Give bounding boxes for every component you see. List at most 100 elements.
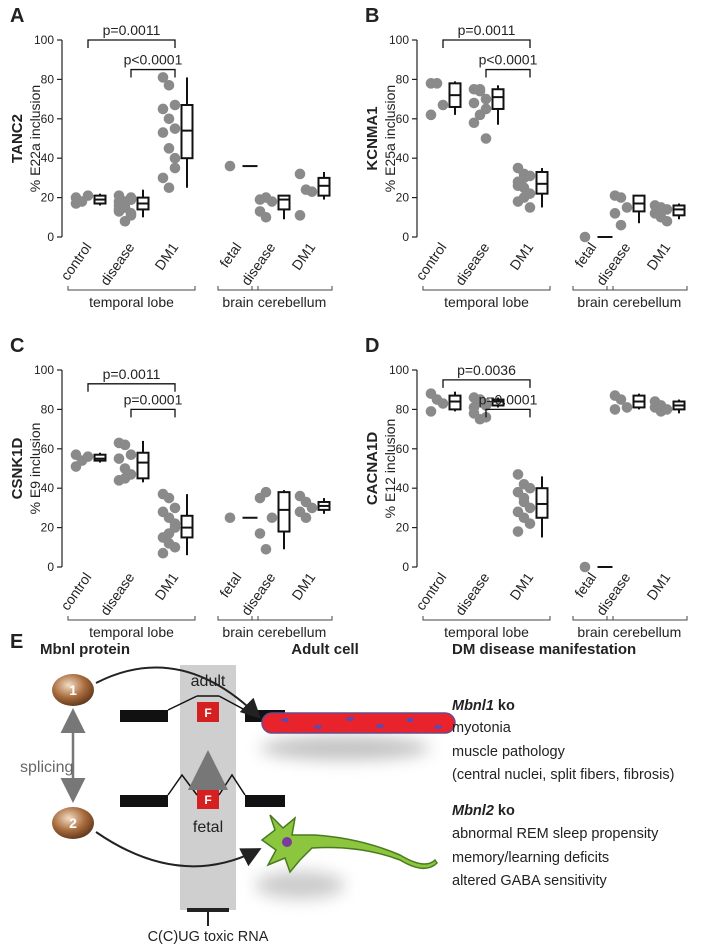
y-axis-title: CACNA1D xyxy=(364,432,381,506)
data-point xyxy=(468,97,480,109)
y-tick-label: 40 xyxy=(396,151,410,165)
data-point xyxy=(119,473,131,484)
data-point xyxy=(431,78,443,89)
group-label: cerebellum xyxy=(613,624,681,640)
p-value: p<0.0001 xyxy=(124,52,183,68)
data-point xyxy=(113,453,125,464)
x-tick-label: DM1 xyxy=(643,239,673,273)
y-tick-label: 80 xyxy=(41,402,55,416)
box xyxy=(277,194,291,211)
shadow xyxy=(260,736,430,760)
x-tick-label: disease xyxy=(97,569,138,618)
data-point xyxy=(266,196,278,207)
y-tick-label: 60 xyxy=(41,112,55,126)
panel-letter: A xyxy=(10,5,24,27)
y-axis-label: % E22a inclusion xyxy=(27,85,43,192)
data-point xyxy=(169,123,181,134)
p-value: p=0.0011 xyxy=(103,22,161,38)
data-point xyxy=(125,449,137,461)
x-tick-label: fetal xyxy=(216,240,244,271)
y-axis-label: % E9 inclusion xyxy=(27,423,43,515)
group-bracket xyxy=(251,286,333,291)
data-point xyxy=(169,99,181,111)
column-header: DM disease manifestation xyxy=(452,641,636,658)
data-point xyxy=(300,512,312,524)
data-point xyxy=(609,208,621,219)
data-point xyxy=(425,406,437,417)
x-tick-label: control xyxy=(57,570,94,614)
y-axis-title: CSNK1D xyxy=(9,437,26,499)
y-tick-label: 20 xyxy=(396,191,410,205)
data-point xyxy=(260,486,272,498)
exon xyxy=(120,795,168,807)
group-label: cerebellum xyxy=(613,294,681,310)
shadow xyxy=(255,871,345,899)
data-point xyxy=(169,152,181,164)
arrow xyxy=(95,666,261,719)
data-point xyxy=(615,394,627,405)
significance-bracket xyxy=(130,408,176,418)
p-value: p=0.0011 xyxy=(458,22,516,38)
y-tick-label: 0 xyxy=(402,230,409,244)
gene: Mbnl2 xyxy=(452,803,494,819)
x-tick-label: control xyxy=(57,240,94,284)
muscle-fiber xyxy=(261,712,456,734)
y-tick-label: 0 xyxy=(402,560,409,574)
data-point xyxy=(480,133,492,144)
data-point xyxy=(306,502,318,514)
data-point xyxy=(437,398,449,409)
y-axis-label: % E25a inclusion xyxy=(382,85,398,192)
group-bracket xyxy=(67,286,196,291)
y-tick-label: 20 xyxy=(41,191,55,205)
p-value: p<0.0001 xyxy=(479,52,538,68)
significance-bracket xyxy=(130,68,176,78)
label: C(C)UG toxic RNA xyxy=(148,929,269,944)
group-label: brain xyxy=(577,624,608,640)
significance-bracket xyxy=(87,383,176,392)
data-point xyxy=(661,215,673,227)
label: adult xyxy=(191,673,226,690)
data-point xyxy=(512,469,524,480)
x-tick-label: control xyxy=(412,240,449,284)
group-label: brain xyxy=(222,624,253,640)
y-tick-label: 60 xyxy=(396,442,410,456)
x-tick-label: disease xyxy=(593,569,634,618)
data-point xyxy=(163,80,175,91)
group-bracket xyxy=(422,616,551,621)
y-tick-label: 60 xyxy=(41,442,55,456)
protein-label: 1 xyxy=(69,682,77,698)
data-point xyxy=(306,186,318,197)
exon xyxy=(245,795,285,807)
y-tick-label: 0 xyxy=(47,230,54,244)
significance-bracket xyxy=(442,379,531,388)
label: splicing xyxy=(20,759,73,776)
significance-bracket xyxy=(485,408,531,418)
group-label: temporal lobe xyxy=(89,624,174,640)
p-value: p=0.0011 xyxy=(103,366,161,382)
y-tick-label: 100 xyxy=(389,33,409,47)
group-label: cerebellum xyxy=(258,624,326,640)
y-tick-label: 100 xyxy=(389,363,409,377)
y-tick-label: 20 xyxy=(41,521,55,535)
group-label: brain xyxy=(577,294,608,310)
data-point xyxy=(169,502,181,514)
x-tick-label: disease xyxy=(593,239,634,288)
protein-label: 2 xyxy=(69,815,77,831)
data-point xyxy=(157,127,169,138)
exon-f xyxy=(197,789,219,809)
p-value: p=0.0001 xyxy=(124,391,183,407)
data-point xyxy=(579,231,591,243)
y-tick-label: 0 xyxy=(47,560,54,574)
group-label: brain xyxy=(222,294,253,310)
group-label: temporal lobe xyxy=(444,624,529,640)
data-point xyxy=(157,72,169,83)
box xyxy=(277,491,291,533)
protein xyxy=(52,674,94,706)
y-tick-label: 60 xyxy=(396,112,410,126)
manifestation: myotonia xyxy=(452,720,512,736)
data-point xyxy=(621,402,633,413)
panel-letter: C xyxy=(10,335,24,357)
data-point xyxy=(615,192,627,203)
y-tick-label: 40 xyxy=(41,481,55,495)
x-tick-label: disease xyxy=(97,239,138,288)
